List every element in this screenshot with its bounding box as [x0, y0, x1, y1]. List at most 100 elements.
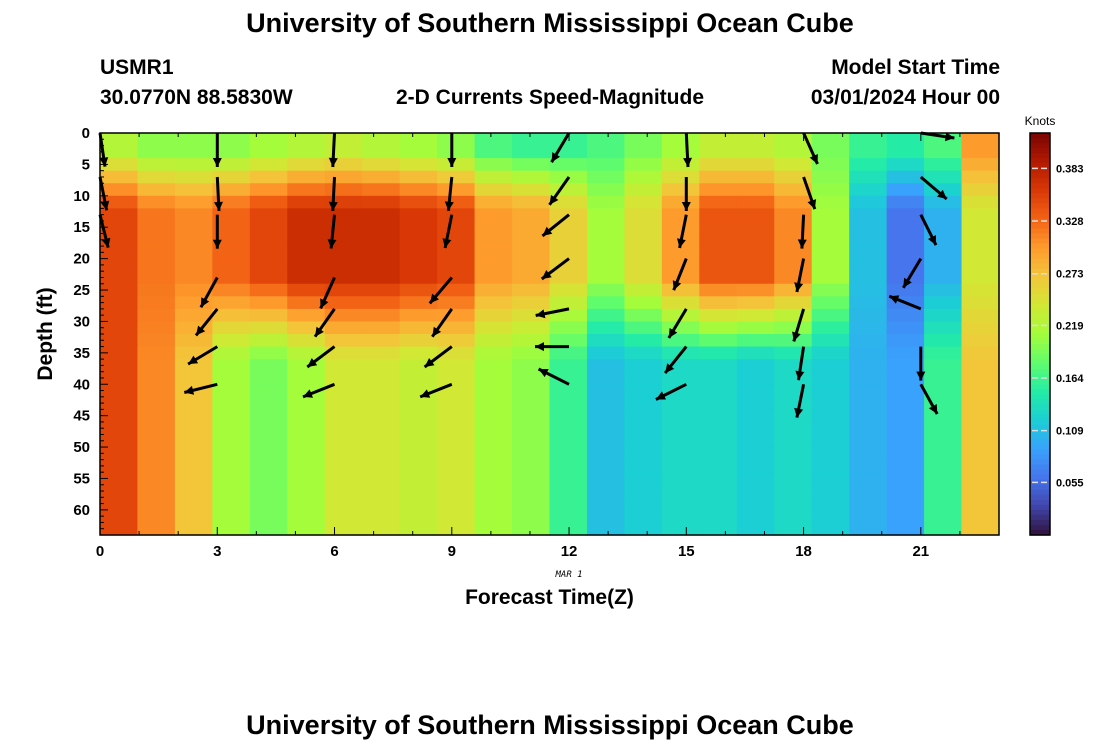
heat-cell: [174, 359, 213, 373]
heat-cell: [624, 396, 663, 410]
heat-cell: [362, 346, 401, 360]
current-arrow: [919, 175, 948, 201]
heat-cell: [249, 145, 288, 159]
heat-cell: [849, 346, 888, 360]
heat-cell: [961, 233, 1000, 247]
current-arrow: [548, 176, 571, 206]
heat-cell: [811, 396, 850, 410]
heat-cell: [512, 371, 551, 385]
heat-cell: [774, 296, 813, 310]
y-tick-label: 55: [73, 470, 90, 487]
heat-cell: [961, 220, 1000, 235]
heat-cell: [512, 447, 551, 461]
colorbar-cell: [1030, 173, 1050, 179]
heat-cell: [736, 271, 775, 285]
heat-cell: [661, 220, 700, 235]
heat-cell: [886, 208, 925, 222]
heat-cell: [474, 509, 513, 524]
heat-cell: [399, 434, 438, 448]
heat-cell: [399, 371, 438, 385]
heat-cell: [474, 409, 513, 423]
heat-cell: [661, 145, 700, 159]
heat-cell: [886, 346, 925, 360]
heat-cell: [100, 509, 139, 524]
heat-cell: [287, 497, 326, 511]
heat-cell: [399, 509, 438, 524]
heat-cell: [137, 246, 176, 260]
heat-cell: [849, 220, 888, 235]
heat-cell: [661, 396, 700, 410]
heat-cell: [849, 371, 888, 385]
heat-cell: [699, 321, 738, 335]
heat-cell: [661, 258, 700, 272]
heat-cell: [474, 371, 513, 385]
heat-cell: [100, 170, 139, 184]
y-axis: 0 5 10 15 20 25 30 35 40 45 50 55 60: [73, 125, 108, 536]
heat-cell: [661, 271, 700, 285]
heat-cell: [736, 220, 775, 235]
heat-cell: [287, 283, 326, 297]
heat-cell: [624, 421, 663, 436]
heat-cell: [811, 359, 850, 373]
heat-cell: [362, 296, 401, 310]
heat-cell: [287, 384, 326, 398]
heat-cell: [324, 296, 363, 310]
x-axis: 0 3 6 9 12 15 18 21: [96, 133, 1000, 560]
heat-cell: [886, 434, 925, 448]
current-arrow: [794, 258, 806, 293]
heat-cell: [586, 522, 626, 536]
heat-cell: [961, 170, 1000, 184]
heat-cell: [174, 183, 213, 197]
heat-cell: [212, 145, 251, 159]
heat-cell: [287, 308, 326, 323]
heat-cell: [174, 170, 213, 184]
heat-cell: [886, 497, 925, 511]
heat-cell: [811, 195, 850, 209]
heat-cell: [100, 447, 139, 461]
heat-cell: [287, 145, 326, 159]
heat-cell: [100, 220, 139, 235]
heat-cell: [811, 497, 850, 511]
heat-cell: [736, 183, 775, 197]
heat-cell: [661, 497, 700, 511]
heat-cell: [924, 509, 963, 524]
heat-cell: [624, 447, 663, 461]
heat-cell: [811, 346, 850, 360]
heat-cell: [549, 334, 588, 348]
heat-cell: [736, 308, 775, 323]
heat-cell: [736, 434, 775, 448]
colorbar-cell: [1030, 133, 1050, 139]
heat-cell: [961, 522, 1000, 536]
heat-cell: [174, 334, 213, 348]
heat-cell: [512, 421, 551, 436]
heat-cell: [399, 271, 438, 285]
colorbar-tick-label: 0.055: [1056, 477, 1084, 489]
current-arrow: [444, 176, 454, 211]
heat-cell: [437, 220, 476, 235]
heat-cell: [849, 384, 888, 398]
heat-cell: [362, 384, 401, 398]
colorbar-cell: [1030, 379, 1050, 385]
heat-cell: [474, 421, 513, 436]
heat-cell: [549, 346, 588, 360]
colorbar-cell: [1030, 268, 1050, 275]
heat-cell: [549, 271, 588, 285]
heat-cell: [512, 258, 551, 272]
heat-cell: [549, 258, 588, 272]
model-start-value: 03/01/2024 Hour 00: [810, 86, 1000, 109]
heat-cell: [137, 522, 176, 536]
heat-cell: [212, 233, 251, 247]
heat-cell: [362, 459, 401, 473]
heat-cell: [399, 459, 438, 473]
heat-cell: [961, 497, 1000, 511]
heat-cell: [811, 447, 850, 461]
heat-cell: [174, 421, 213, 436]
heat-cell: [624, 220, 663, 235]
heat-cell: [137, 145, 176, 159]
heat-cell: [699, 396, 738, 410]
heat-cell: [474, 384, 513, 398]
heat-cell: [736, 522, 775, 536]
colorbar-cell: [1030, 414, 1050, 421]
heat-cell: [586, 509, 626, 524]
heat-cell: [924, 145, 963, 159]
